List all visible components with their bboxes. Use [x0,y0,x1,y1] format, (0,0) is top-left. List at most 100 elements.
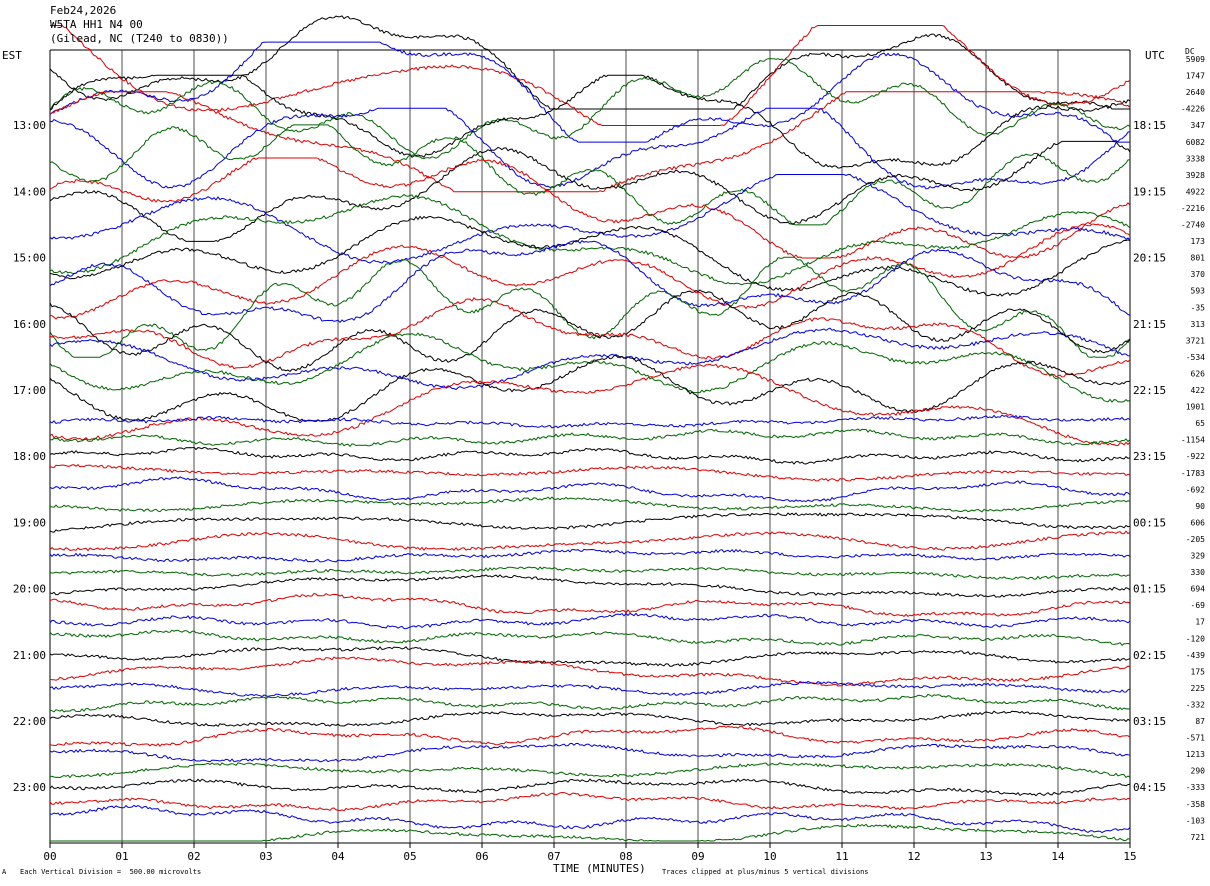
trace-line [49,223,1131,320]
dc-offset-label: -4226 [1181,105,1205,114]
trace-line [49,332,1131,403]
right-axis-label: UTC [1145,49,1165,62]
utc-hour-label: 21:15 [1133,318,1166,331]
x-tick-label: 09 [691,850,704,863]
dc-offset-label: 1747 [1186,72,1205,81]
dc-offset-label: -332 [1186,700,1205,709]
dc-offset-label: -358 [1186,800,1205,809]
x-tick-label: 00 [43,850,56,863]
trace-line [49,428,1131,448]
trace-line [49,215,1131,297]
dc-offset-label: 329 [1191,552,1206,561]
trace-line [49,530,1131,552]
trace-line [49,240,1131,324]
dc-offset-label: 801 [1191,254,1206,263]
x-tick-label: 15 [1123,850,1136,863]
header-date: Feb24,2026 [50,4,117,17]
dc-offset-label: -1154 [1181,436,1205,445]
x-tick-label: 01 [115,850,128,863]
trace-line [49,476,1131,503]
header-location: (Gilead, NC (T240 to 0830)) [50,32,229,45]
x-tick-label: 05 [403,850,416,863]
x-tick-label: 06 [475,850,488,863]
trace-line [49,804,1131,834]
est-hour-label: 13:00 [13,119,46,132]
trace-line [49,74,1131,169]
trace-line [49,548,1131,563]
est-hour-label: 23:00 [13,781,46,794]
trace-line [49,574,1131,598]
trace-line [49,289,1131,373]
trace-line [49,656,1131,687]
x-tick-label: 03 [259,850,272,863]
dc-offset-label: 330 [1191,568,1206,577]
utc-hour-label: 04:15 [1133,781,1166,794]
trace-line [49,710,1131,727]
trace-line [49,566,1131,580]
trace-line [49,612,1131,630]
trace-line [49,464,1131,482]
x-tick-label: 02 [187,850,200,863]
dc-offset-label: -69 [1191,601,1206,610]
dc-offset-label: 1213 [1186,750,1205,759]
dc-offset-label: 2640 [1186,88,1205,97]
dc-offset-label: 593 [1191,287,1206,296]
trace-line [49,629,1131,647]
dc-offset-label: -2740 [1181,221,1205,230]
trace-line [49,496,1131,513]
dc-offset-label: 3338 [1186,154,1205,163]
dc-offset-label: 3928 [1186,171,1205,180]
est-hour-label: 21:00 [13,649,46,662]
dc-offset-label: 87 [1195,717,1205,726]
trace-line [49,592,1131,618]
trace-line [49,41,1130,143]
trace-line [49,725,1131,747]
dc-label: DC [1185,47,1195,56]
trace-line [49,327,1131,391]
trace-line [49,363,1131,447]
dc-offset-label: 1901 [1186,403,1205,412]
traces [49,15,1131,842]
dc-offset-label: 626 [1191,369,1206,378]
trace-line [49,742,1131,763]
utc-hour-label: 00:15 [1133,516,1166,529]
trace-line [49,297,1131,378]
trace-line [49,174,1131,264]
trace-line [49,157,1131,259]
dc-offset-label: 90 [1195,502,1205,511]
utc-hour-label: 19:15 [1133,185,1166,198]
est-hour-label: 18:00 [13,450,46,463]
dc-offset-label: 313 [1191,320,1206,329]
utc-hour-label: 23:15 [1133,450,1166,463]
dc-offset-label: -571 [1186,734,1205,743]
dc-offset-label: 3721 [1186,336,1205,345]
dc-offset-label: 173 [1191,237,1206,246]
dc-offset-label: 5909 [1186,55,1205,64]
dc-offset-label: -534 [1186,353,1205,362]
clip-note: Traces clipped at plus/minus 5 vertical … [662,868,869,876]
trace-line [49,646,1131,667]
x-tick-label: 11 [835,850,848,863]
dc-offset-label: 347 [1191,121,1206,130]
dc-offset-label: 4922 [1186,187,1205,196]
x-tick-label: 04 [331,850,345,863]
dc-offset-label: 290 [1191,767,1206,776]
trace-line [49,58,1131,160]
x-tick-label: 13 [979,850,992,863]
est-hour-label: 22:00 [13,715,46,728]
trace-line [49,107,1131,190]
corner-mark: A [2,868,7,876]
utc-hour-label: 22:15 [1133,384,1166,397]
dc-offset-label: 6082 [1186,138,1205,147]
grid [49,49,1131,848]
trace-line [50,823,1131,842]
dc-offset-label: -205 [1186,535,1205,544]
dc-offset-label: -922 [1186,452,1205,461]
trace-line [49,140,1131,242]
scale-note: Each Vertical Division = 500.00 microvol… [20,868,202,876]
x-axis-title: TIME (MINUTES) [553,862,646,875]
dc-offset-label: -333 [1186,783,1205,792]
dc-offset-label: -692 [1186,485,1205,494]
est-hour-label: 20:00 [13,583,46,596]
